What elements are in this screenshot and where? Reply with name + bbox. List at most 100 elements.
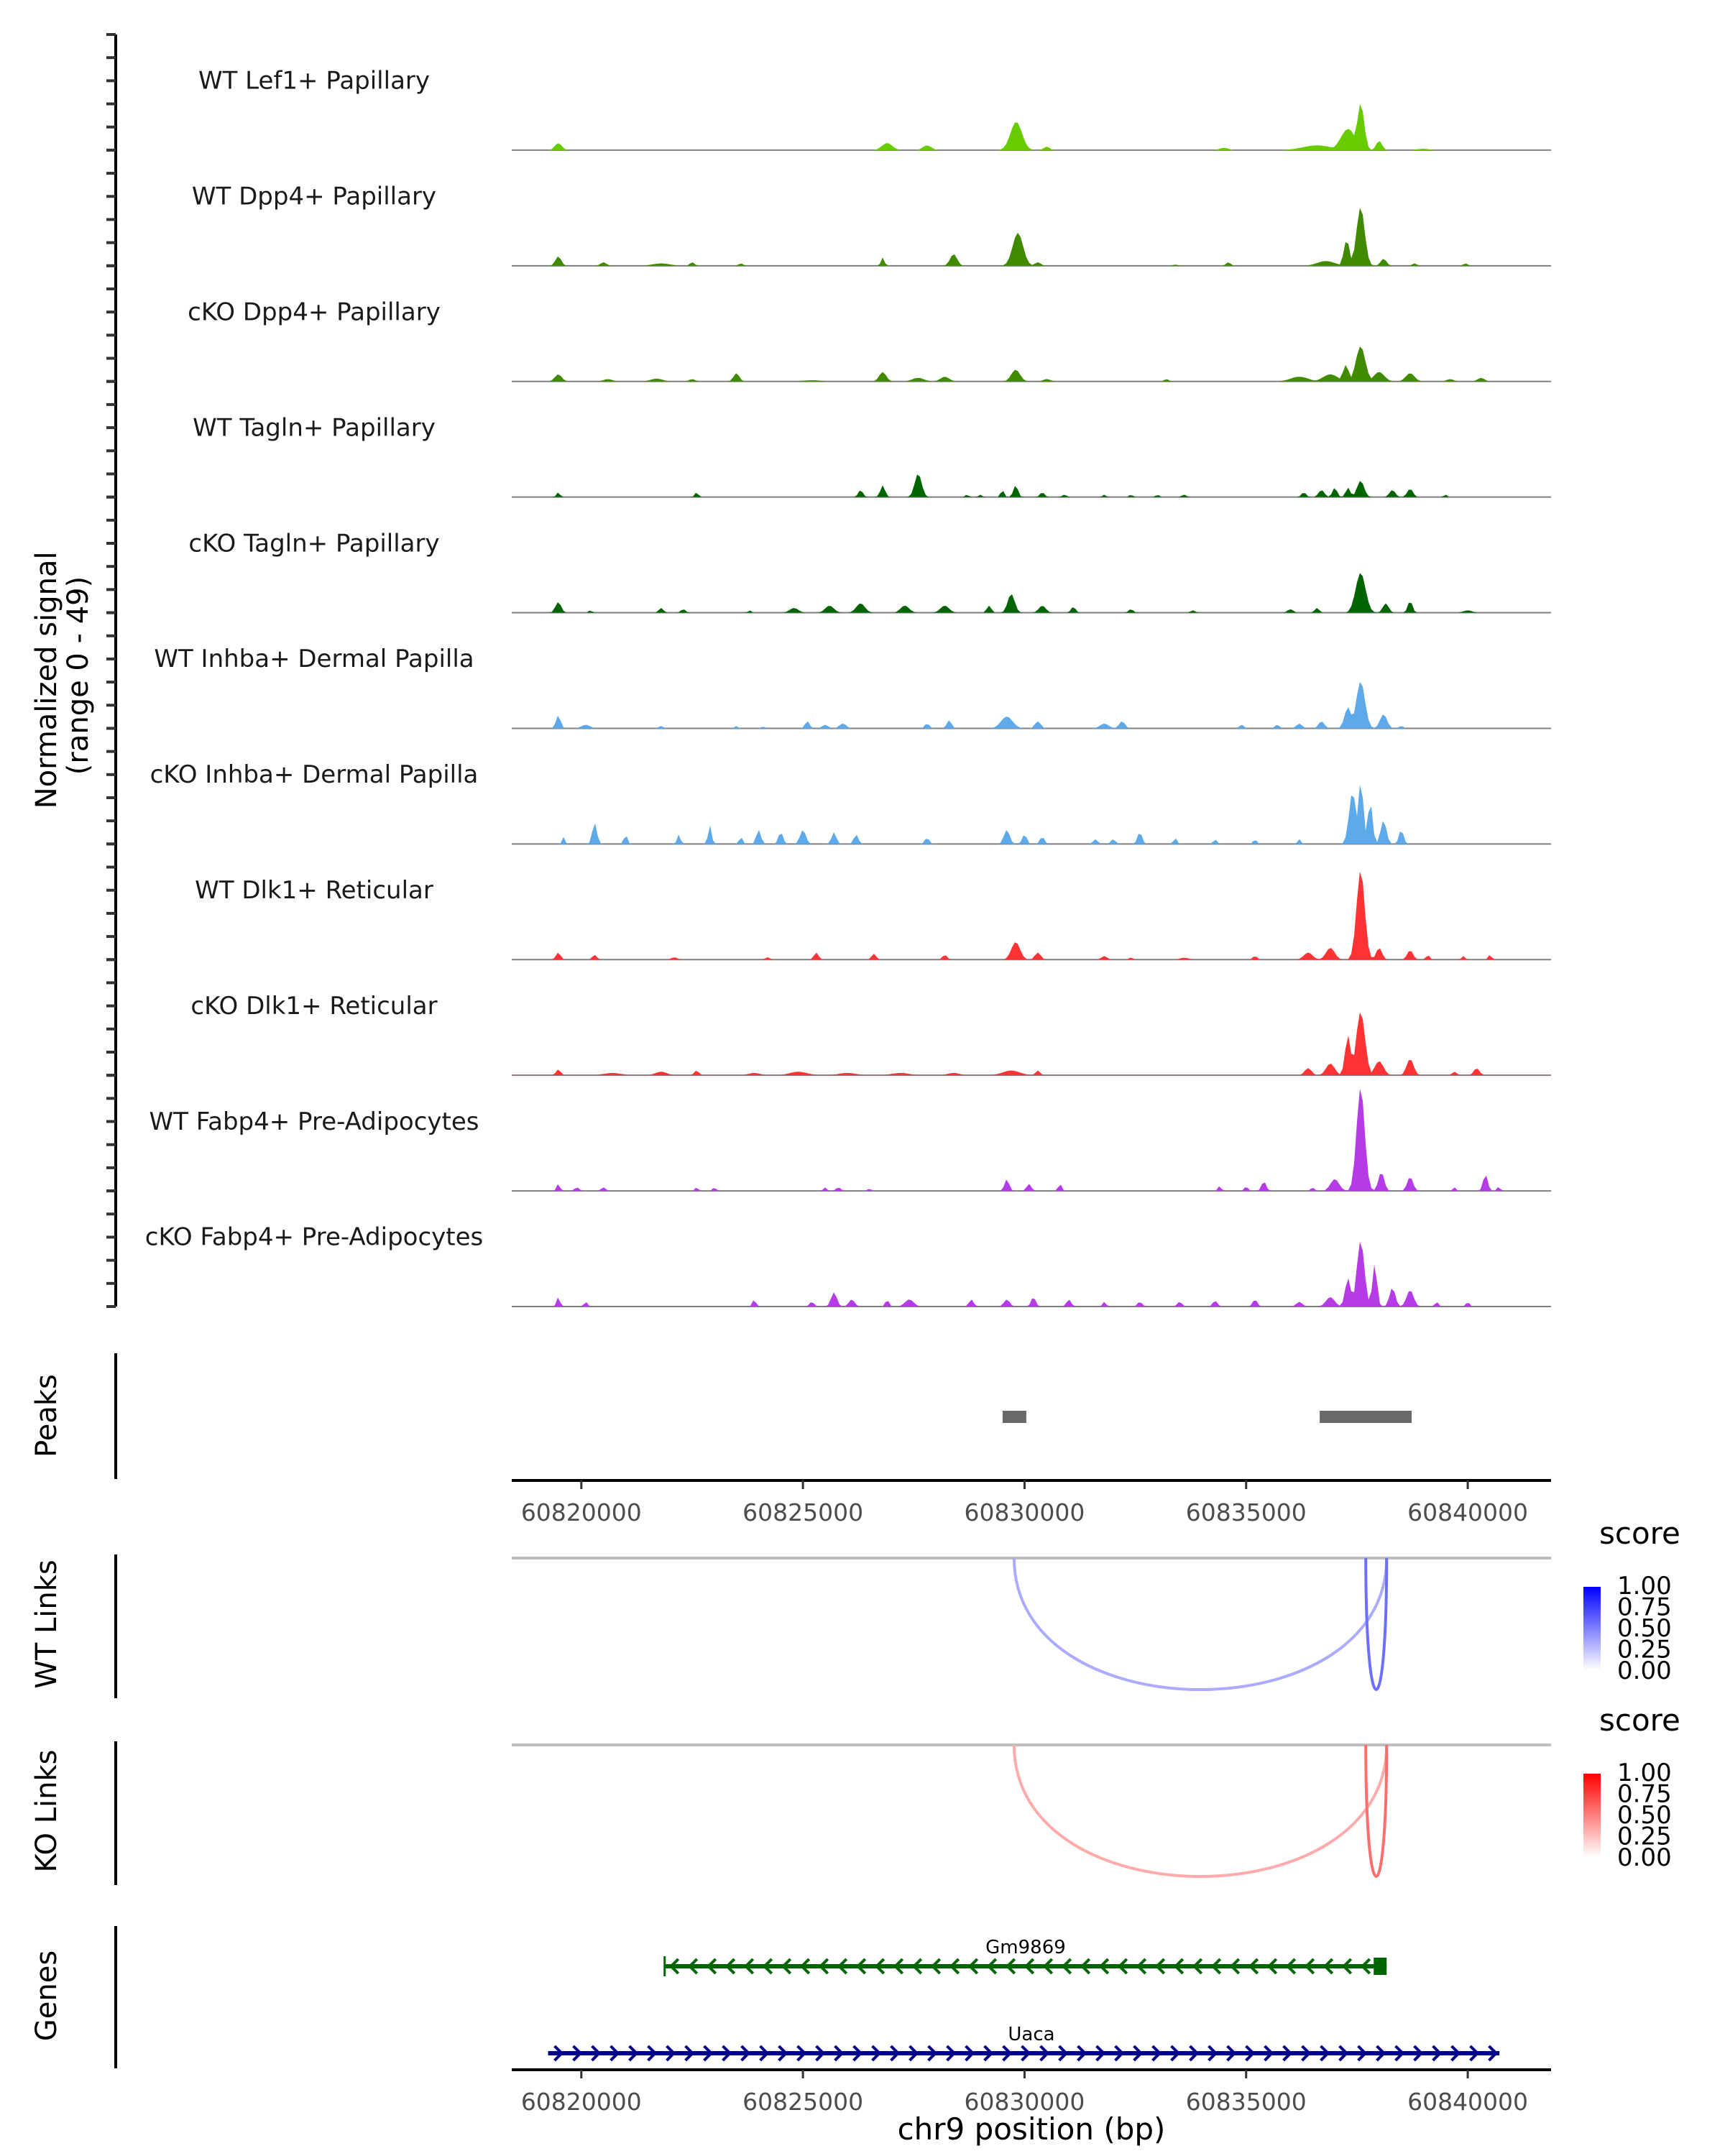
link-track: KO Links score 1.000.750.500.250.00 <box>30 1703 1680 1885</box>
coverage-track: WT Inhba+ Dermal Papilla <box>154 645 1551 729</box>
track-label: WT Tagln+ Papillary <box>193 413 436 442</box>
strand-arrow <box>874 1958 886 1975</box>
gene-name: Gm9869 <box>985 1937 1066 1958</box>
strand-arrow <box>1266 1958 1278 1975</box>
strand-arrow <box>893 1958 904 1975</box>
legend-title: score <box>1599 1703 1680 1738</box>
link-arc <box>1012 1744 1389 1878</box>
track-label: cKO Inhba+ Dermal Papilla <box>150 760 479 789</box>
peak-region <box>1002 1411 1026 1423</box>
strand-arrow <box>1061 1958 1072 1975</box>
link-arc <box>1364 1744 1389 1878</box>
strand-arrow <box>908 2045 919 2062</box>
track-label: WT Inhba+ Dermal Papilla <box>154 645 474 673</box>
y-axis-title: Normalized signal (range 0 - 49) <box>30 543 95 809</box>
score-legend: score 1.000.750.500.250.00 <box>1583 1703 1680 1872</box>
strand-arrow <box>722 2045 732 2062</box>
coverage-track: cKO Inhba+ Dermal Papilla <box>150 760 1551 845</box>
strand-arrow <box>967 1958 979 1975</box>
x-tick-label: 60840000 <box>1407 1498 1528 1526</box>
strand-arrow <box>930 1958 942 1975</box>
strand-arrow <box>666 2045 676 2062</box>
x-tick-label: 60835000 <box>1186 2088 1307 2116</box>
genes-track-label: Genes <box>30 1950 63 2041</box>
strand-arrow <box>1002 2045 1013 2062</box>
strand-arrow <box>1154 1958 1166 1975</box>
coverage-track: WT Fabp4+ Pre-Adipocytes <box>150 1089 1551 1192</box>
gene-name: Uaca <box>1008 2024 1054 2045</box>
strand-arrow <box>1376 2045 1386 2062</box>
y-axis-title-line1: Normalized signal <box>30 551 63 808</box>
strand-arrow <box>818 1958 829 1975</box>
legend-tick-label: 0.50 <box>1617 1614 1672 1643</box>
link-track: WT Links score 1.000.750.500.250.00 <box>30 1516 1680 1698</box>
genes-panel: Genes Gm9869 Uaca <box>30 1926 1500 2068</box>
strand-arrow <box>1357 2045 1368 2062</box>
strand-arrow <box>1469 2045 1480 2062</box>
strand-arrow <box>815 2045 826 2062</box>
strand-arrow <box>684 2045 695 2062</box>
coverage-area <box>512 1089 1551 1192</box>
legend-tick-label: 0.25 <box>1617 1636 1672 1664</box>
strand-arrow <box>1117 1958 1128 1975</box>
coverage-area <box>512 871 1551 960</box>
strand-arrow <box>743 1958 755 1975</box>
strand-arrow <box>855 1958 867 1975</box>
coverage-area <box>512 681 1551 729</box>
strand-arrow <box>1042 1958 1054 1975</box>
strand-arrow <box>834 2045 845 2062</box>
strand-arrow <box>852 2045 863 2062</box>
strand-arrow <box>1301 2045 1312 2062</box>
strand-arrow <box>1077 2045 1087 2062</box>
coverage-track: cKO Fabp4+ Pre-Adipocytes <box>145 1223 1551 1307</box>
strand-arrow <box>796 2045 807 2062</box>
strand-arrow <box>1024 1958 1035 1975</box>
y-axis-title-line2: (range 0 - 49) <box>62 576 95 775</box>
strand-arrow <box>1394 2045 1405 2062</box>
x-tick-label: 60825000 <box>742 1498 863 1526</box>
link-track-label: KO Links <box>30 1750 63 1873</box>
link-arc <box>1012 1557 1389 1691</box>
strand-arrow <box>1098 1958 1110 1975</box>
strand-arrow <box>1226 2045 1237 2062</box>
strand-arrow <box>778 2045 788 2062</box>
strand-arrow <box>871 2045 882 2062</box>
strand-arrow <box>553 2045 564 2062</box>
strand-arrow <box>687 1958 699 1975</box>
strand-arrow <box>706 1958 717 1975</box>
legend-colorbar <box>1583 1587 1601 1670</box>
strand-arrow <box>628 2045 639 2062</box>
strand-arrow <box>1189 2045 1200 2062</box>
x-axis-lower: 60820000 60825000 60830000 60835000 60840000 <box>512 2068 1551 2116</box>
x-axis-upper: 60820000 60825000 60830000 60835000 60840000 <box>512 1479 1551 1526</box>
strand-arrow <box>911 1958 923 1975</box>
track-label: cKO Tagln+ Papillary <box>188 529 439 558</box>
coverage-area <box>512 1012 1551 1076</box>
gene-exon <box>1374 1958 1387 1975</box>
strand-arrow <box>1170 2045 1181 2062</box>
strand-arrow <box>1136 1958 1147 1975</box>
strand-arrow <box>1432 2045 1443 2062</box>
gene-model: Uaca <box>548 2024 1500 2062</box>
strand-arrow <box>1264 2045 1274 2062</box>
strand-arrow <box>1192 1958 1203 1975</box>
coverage-track: WT Tagln+ Papillary <box>193 413 1551 498</box>
strand-arrow <box>1173 1958 1184 1975</box>
legend-tick-label: 0.00 <box>1617 1657 1672 1685</box>
link-track-label: WT Links <box>30 1560 63 1688</box>
coverage-area <box>512 784 1551 844</box>
strand-arrow <box>1005 1958 1016 1975</box>
strand-arrow <box>1021 2045 1031 2062</box>
strand-arrow <box>647 2045 658 2062</box>
strand-arrow <box>1248 1958 1259 1975</box>
coverage-area <box>512 208 1551 266</box>
strand-arrow <box>1488 2045 1499 2062</box>
track-label: cKO Dlk1+ Reticular <box>190 992 437 1021</box>
strand-arrow <box>1151 2045 1162 2062</box>
strand-arrow <box>781 1958 792 1975</box>
strand-arrow <box>1208 2045 1218 2062</box>
strand-arrow <box>946 2045 957 2062</box>
strand-arrow <box>927 2045 938 2062</box>
coverage-area <box>512 346 1551 382</box>
